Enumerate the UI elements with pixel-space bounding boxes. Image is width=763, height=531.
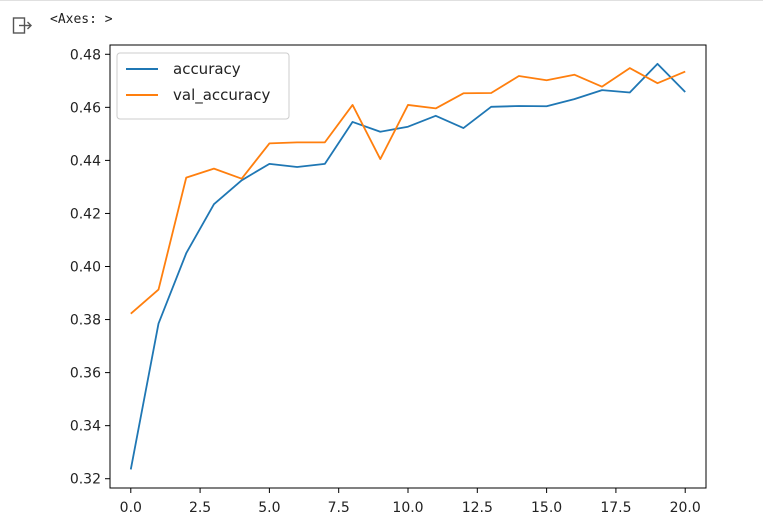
series-layer (129, 62, 686, 470)
y-tick-label: 0.46 (70, 100, 101, 116)
legend-label-val_accuracy: val_accuracy (173, 86, 271, 105)
x-tick-label: 17.5 (600, 500, 631, 516)
series-line-accuracy (129, 62, 686, 470)
x-tick-label: 7.5 (328, 500, 350, 516)
y-tick-label: 0.32 (70, 472, 101, 488)
legend-box (116, 52, 290, 120)
y-tick-label: 0.44 (70, 153, 101, 169)
legend-label-accuracy: accuracy (173, 60, 241, 78)
x-axis: 0.0 2.5 5.0 7.5 10.0 12.5 15.0 17.5 20.0 (120, 488, 701, 516)
y-tick-label: 0.40 (70, 260, 101, 276)
output-arrow-icon[interactable] (12, 16, 34, 36)
y-tick-label: 0.48 (70, 47, 101, 63)
x-tick-label: 20.0 (670, 500, 701, 516)
legend: accuracy val_accuracy (116, 52, 290, 120)
x-tick-label: 10.0 (392, 500, 423, 516)
series-line-val_accuracy (130, 67, 686, 315)
x-tick-label: 12.5 (462, 500, 493, 516)
cell-divider (0, 0, 763, 1)
y-tick-label: 0.34 (70, 419, 101, 435)
x-tick-label: 5.0 (258, 500, 280, 516)
x-tick-label: 0.0 (120, 500, 142, 516)
y-tick-label: 0.38 (70, 313, 101, 329)
y-axis: 0.32 0.34 0.36 0.38 0.40 0.42 0.44 0.46 0.48 (70, 47, 110, 488)
y-tick-label: 0.36 (70, 366, 101, 382)
x-tick-label: 2.5 (189, 500, 211, 516)
x-tick-label: 15.0 (531, 500, 562, 516)
output-text: <Axes: > (50, 12, 113, 27)
y-tick-label: 0.42 (70, 206, 101, 222)
